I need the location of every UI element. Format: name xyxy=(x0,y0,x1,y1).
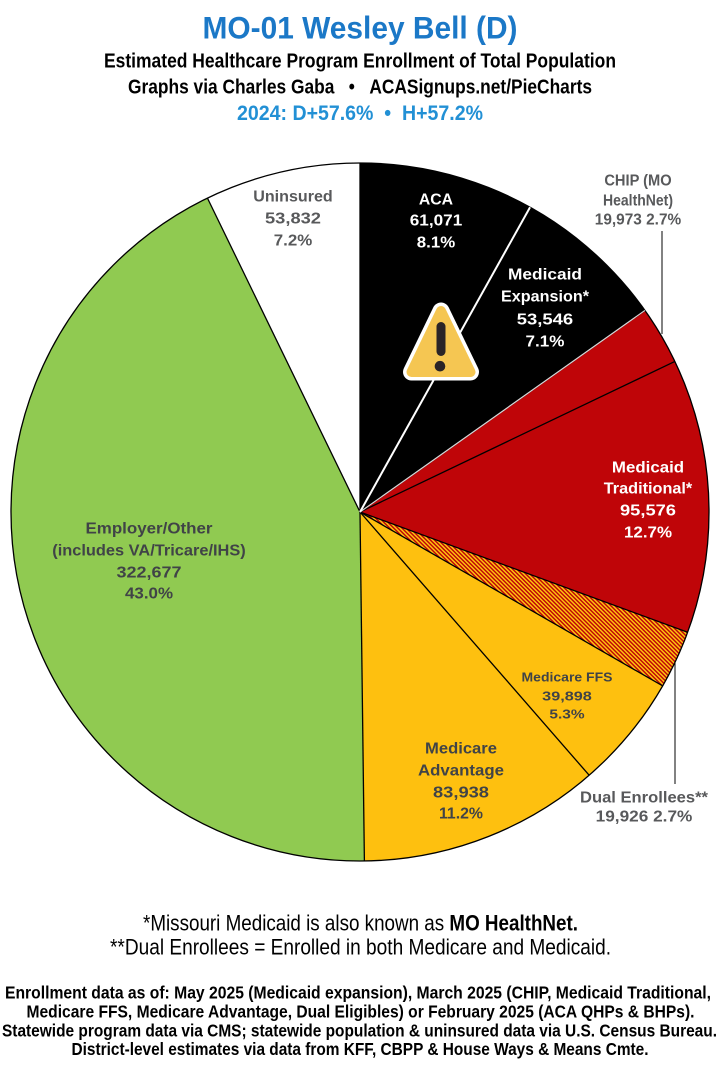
svg-text:MO-01 Wesley Bell (D): MO-01 Wesley Bell (D) xyxy=(203,10,518,46)
svg-text:ACA: ACA xyxy=(419,191,453,208)
svg-text:Uninsured: Uninsured xyxy=(253,188,333,205)
svg-text:Medicare FFS: Medicare FFS xyxy=(522,669,613,684)
svg-text:53,546: 53,546 xyxy=(517,311,574,328)
svg-text:**Dual Enrollees = Enrolled in: **Dual Enrollees = Enrolled in both Medi… xyxy=(110,935,611,960)
svg-text:Medicare: Medicare xyxy=(425,740,497,757)
svg-text:61,071: 61,071 xyxy=(410,212,463,229)
svg-text:5.3%: 5.3% xyxy=(549,706,585,721)
svg-text:Medicaid: Medicaid xyxy=(508,266,582,283)
svg-text:Medicaid: Medicaid xyxy=(612,459,684,476)
svg-text:39,898: 39,898 xyxy=(542,688,592,703)
svg-text:2024: D+57.6% • H+57.2%: 2024: D+57.6% • H+57.2% xyxy=(237,102,483,125)
svg-text:HealthNet): HealthNet) xyxy=(603,192,673,209)
svg-text:83,938: 83,938 xyxy=(433,784,489,801)
svg-text:8.1%: 8.1% xyxy=(417,234,456,251)
svg-text:7.1%: 7.1% xyxy=(526,333,565,350)
svg-text:Estimated Healthcare Program E: Estimated Healthcare Program Enrollment … xyxy=(104,50,616,72)
svg-text:Expansion*: Expansion* xyxy=(501,288,590,305)
svg-text:7.2%: 7.2% xyxy=(274,232,313,249)
svg-text:Employer/Other: Employer/Other xyxy=(86,520,213,537)
svg-text:11.2%: 11.2% xyxy=(439,805,483,822)
svg-text:Graphs via Charles Gaba •: Graphs via Charles Gaba • ACASignups.net… xyxy=(128,77,592,99)
svg-text:Advantage: Advantage xyxy=(418,762,504,779)
svg-text:Traditional*: Traditional* xyxy=(604,480,694,497)
svg-text:19,926 2.7%: 19,926 2.7% xyxy=(596,808,693,825)
svg-text:95,576: 95,576 xyxy=(620,502,676,519)
svg-text:Medicare FFS, Medicare Advanta: Medicare FFS, Medicare Advantage, Dual E… xyxy=(27,1001,695,1021)
svg-text:(includes VA/Tricare/IHS): (includes VA/Tricare/IHS) xyxy=(52,542,246,559)
svg-text:*Missouri Medicaid is also kno: *Missouri Medicaid is also known as MO H… xyxy=(143,911,578,936)
svg-text:District-level estimates via d: District-level estimates via data from K… xyxy=(72,1039,649,1059)
svg-text:Statewide program data via CMS: Statewide program data via CMS; statewid… xyxy=(2,1020,717,1040)
svg-text:CHIP (MO: CHIP (MO xyxy=(604,172,671,189)
svg-text:53,832: 53,832 xyxy=(265,210,321,227)
svg-text:19,973 2.7%: 19,973 2.7% xyxy=(595,211,682,228)
svg-text:Dual Enrollees**: Dual Enrollees** xyxy=(580,789,709,806)
svg-text:Enrollment data as of: May 202: Enrollment data as of: May 2025 (Medicai… xyxy=(5,983,711,1003)
svg-text:12.7%: 12.7% xyxy=(624,524,672,541)
svg-text:43.0%: 43.0% xyxy=(125,585,173,602)
svg-text:322,677: 322,677 xyxy=(117,564,182,581)
